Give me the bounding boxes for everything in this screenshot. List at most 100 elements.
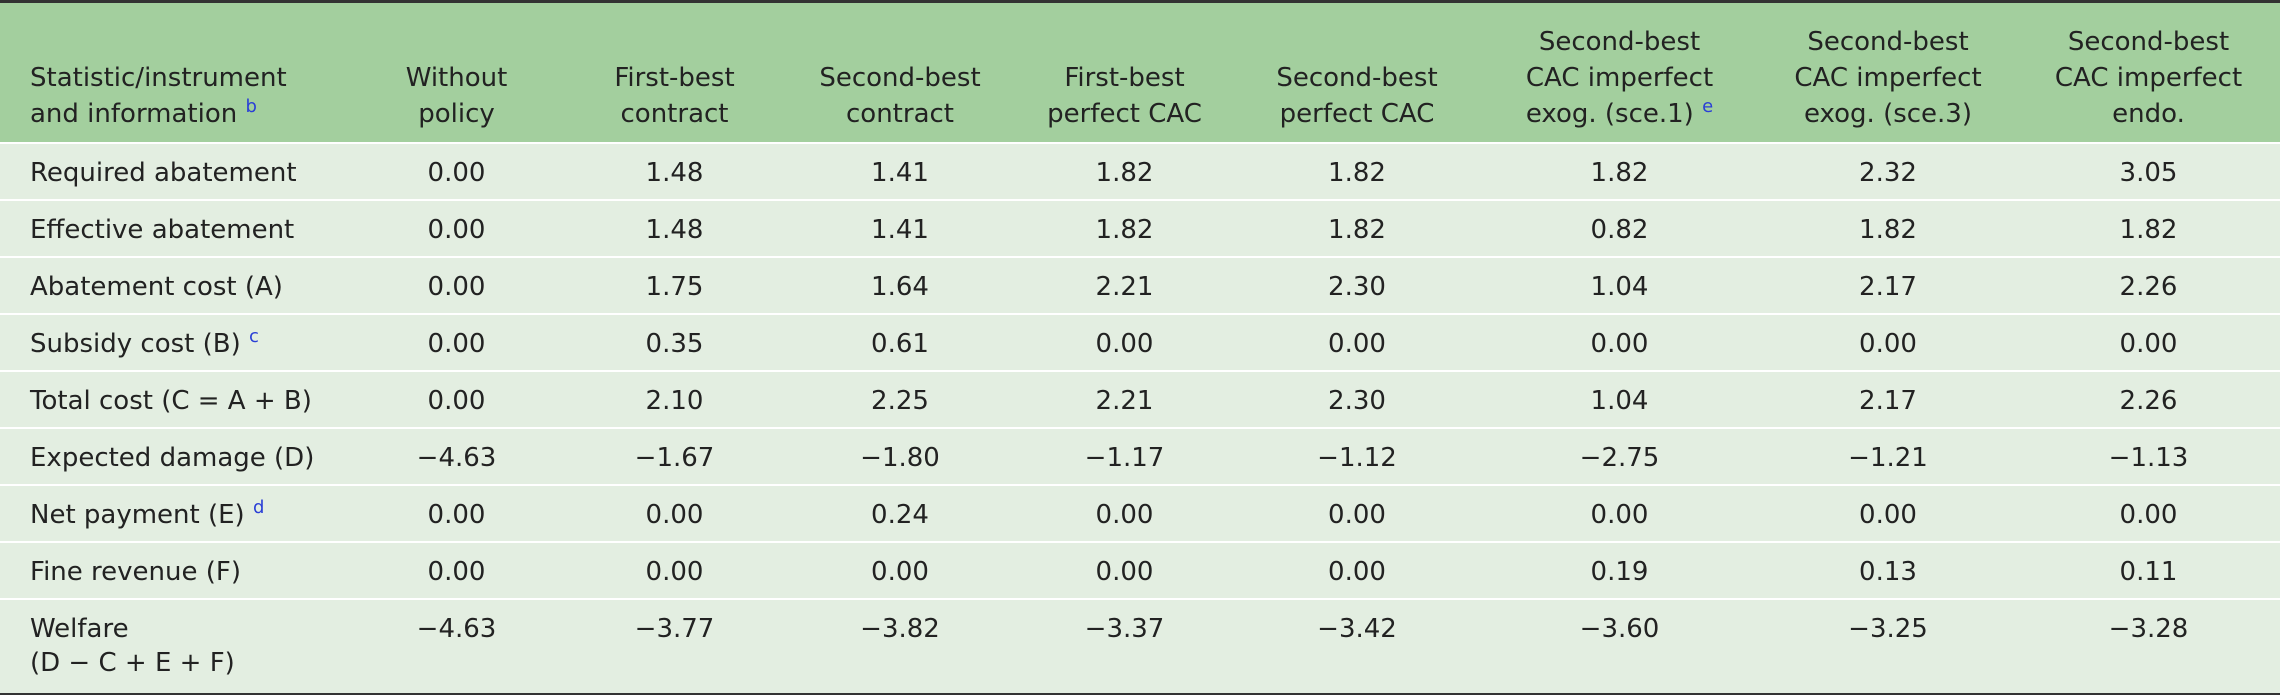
cell-value: 0.00	[349, 540, 564, 599]
text-line: endo.	[2112, 98, 2185, 129]
cell-value: −4.63	[349, 426, 564, 485]
cell-value: 1.82	[1015, 198, 1234, 257]
cell-value: −4.63	[349, 597, 564, 694]
text-line: CAC imperfect	[2054, 62, 2243, 93]
table-row: Fine revenue (F) 0.00 0.00 0.00 0.00 0.00 0.19…	[0, 540, 2280, 599]
row-label: Welfare (D − C + E + F)	[0, 597, 349, 694]
text-line: Effective abatement	[30, 214, 295, 245]
cell-value: 1.64	[785, 255, 1015, 314]
text-line: CAC imperfect	[1525, 62, 1714, 93]
text-line: Without	[405, 62, 508, 93]
cell-value: 2.21	[1015, 255, 1234, 314]
cell-value: 1.04	[1480, 369, 1759, 428]
table-row: Net payment (E) d 0.00 0.00 0.24 0.00 0.00 0.0…	[0, 483, 2280, 542]
cell-value: 0.00	[349, 483, 564, 542]
text-line: Second-best	[1538, 26, 1701, 57]
cell-value: 0.00	[1015, 483, 1234, 542]
row-label: Total cost (C = A + B)	[0, 369, 349, 428]
table-row: Total cost (C = A + B) 0.00 2.10 2.25 2.21 2.…	[0, 369, 2280, 428]
cell-value: 0.00	[1234, 540, 1480, 599]
cell-value: 0.00	[1480, 312, 1759, 371]
text-line: Second-best	[1807, 26, 1969, 57]
row-label: Fine revenue (F)	[0, 540, 349, 599]
cell-value: −1.80	[785, 426, 1015, 485]
text-line: Subsidy cost (B) c	[30, 325, 259, 359]
footnote-mark: d	[252, 496, 265, 518]
cell-value: 0.00	[785, 540, 1015, 599]
column-header: Second-best CAC imperfect exog. (sce.3)	[1759, 1, 2017, 143]
row-label: Effective abatement	[0, 198, 349, 257]
cell-value: 1.48	[564, 198, 785, 257]
text-line: Second-best	[1276, 62, 1438, 93]
text-line: (D − C + E + F)	[30, 647, 235, 678]
cell-value: 2.21	[1015, 369, 1234, 428]
cell-value: 2.10	[564, 369, 785, 428]
column-header: Without policy	[349, 1, 564, 143]
text-line: CAC imperfect	[1794, 62, 1982, 93]
cell-value: 0.00	[2017, 483, 2280, 542]
text-line: contract	[620, 98, 729, 129]
column-header: Statistic/instrument and information b	[0, 1, 349, 143]
cell-value: 0.35	[564, 312, 785, 371]
row-label: Net payment (E) d	[0, 483, 349, 542]
cell-value: 3.05	[2017, 141, 2280, 200]
footnote-mark: b	[245, 95, 257, 117]
text-line: exog. (sce.1) e	[1525, 95, 1714, 129]
column-header: Second-best perfect CAC	[1234, 1, 1480, 143]
cell-value: 2.26	[2017, 369, 2280, 428]
text-line: Expected damage (D)	[30, 442, 315, 473]
text-line: Total cost (C = A + B)	[30, 385, 312, 416]
cell-value: 0.13	[1759, 540, 2017, 599]
cell-value: 0.00	[1759, 483, 2017, 542]
text-line: exog. (sce.3)	[1804, 98, 1972, 129]
cell-value: 2.30	[1234, 369, 1480, 428]
column-header: Second-best contract	[785, 1, 1015, 143]
cell-value: 0.00	[1234, 312, 1480, 371]
text-line: Second-best	[2067, 26, 2230, 57]
cell-value: 0.82	[1480, 198, 1759, 257]
column-header: Second-best CAC imperfect exog. (sce.1) e	[1480, 1, 1759, 143]
table-row: Subsidy cost (B) c 0.00 0.35 0.61 0.00 0.00 0.…	[0, 312, 2280, 371]
cell-value: 1.41	[785, 198, 1015, 257]
cell-value: 0.00	[349, 255, 564, 314]
cell-value: 1.48	[564, 141, 785, 200]
text-line: policy	[418, 98, 495, 129]
cell-value: 0.00	[1015, 312, 1234, 371]
cell-value: −3.42	[1234, 597, 1480, 694]
row-label: Expected damage (D)	[0, 426, 349, 485]
column-header: First-best contract	[564, 1, 785, 143]
footnote-mark: c	[249, 325, 259, 347]
cell-value: 0.00	[349, 369, 564, 428]
cell-value: 1.75	[564, 255, 785, 314]
text-line: Abatement cost (A)	[30, 271, 283, 302]
column-header: Second-best CAC imperfect endo.	[2017, 1, 2280, 143]
cell-value: −3.28	[2017, 597, 2280, 694]
cell-value: 1.82	[1015, 141, 1234, 200]
cell-value: 1.82	[1759, 198, 2017, 257]
text-line: Second-best	[819, 62, 981, 93]
cell-value: 0.00	[564, 540, 785, 599]
cell-value: 2.32	[1759, 141, 2017, 200]
cell-value: 0.24	[785, 483, 1015, 542]
text-line: First-best	[614, 62, 735, 93]
cell-value: −3.37	[1015, 597, 1234, 694]
cell-value: −3.82	[785, 597, 1015, 694]
cell-value: −1.12	[1234, 426, 1480, 485]
cell-value: −3.77	[564, 597, 785, 694]
text-line: perfect CAC	[1047, 98, 1202, 129]
text-line: Welfare	[30, 613, 129, 644]
cell-value: 2.26	[2017, 255, 2280, 314]
cell-value: 0.00	[1480, 483, 1759, 542]
table-row: Expected damage (D) −4.63 −1.67 −1.80 −1.17−…	[0, 426, 2280, 485]
cell-value: 1.82	[1234, 198, 1480, 257]
cell-value: 1.82	[1234, 141, 1480, 200]
cell-value: 0.19	[1480, 540, 1759, 599]
cell-value: 2.17	[1759, 255, 2017, 314]
footnote-mark: e	[1702, 95, 1714, 117]
table-row: Required abatement 0.00 1.48 1.41 1.82 1.82 1.…	[0, 141, 2280, 200]
cell-value: −2.75	[1480, 426, 1759, 485]
cell-value: −3.25	[1759, 597, 2017, 694]
cell-value: 2.30	[1234, 255, 1480, 314]
